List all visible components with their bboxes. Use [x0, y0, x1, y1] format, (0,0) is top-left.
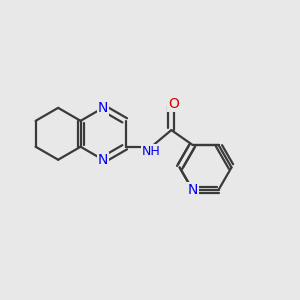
Text: O: O — [168, 97, 179, 111]
Text: N: N — [98, 101, 108, 115]
Text: N: N — [98, 153, 108, 167]
Text: NH: NH — [142, 145, 161, 158]
Text: N: N — [188, 183, 198, 197]
